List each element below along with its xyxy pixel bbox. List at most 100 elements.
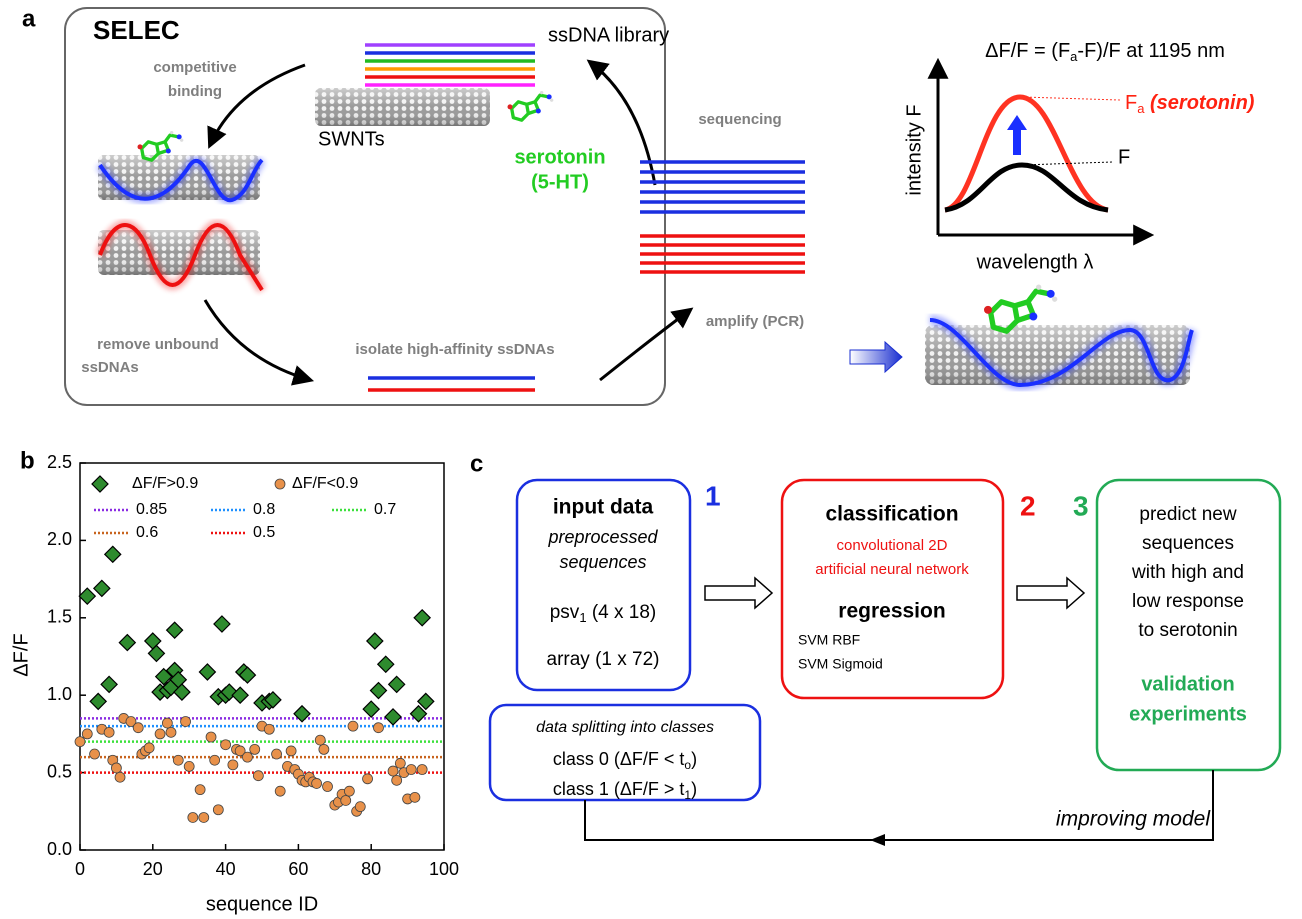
box-text: class 1 (ΔF/F > t1)	[553, 779, 697, 802]
circle-point	[286, 746, 296, 756]
circle-point	[341, 795, 351, 805]
legend-label: 0.85	[136, 501, 167, 518]
x-tick-label: 80	[361, 859, 381, 879]
diamond-point	[385, 709, 401, 725]
feedback-label: improving model	[1056, 808, 1211, 831]
box-text: with high and	[1131, 562, 1244, 583]
circle-point	[173, 755, 183, 765]
figure: a SELEC ssDNA library competitive bindin…	[0, 0, 1302, 919]
text-part: psv	[550, 602, 580, 623]
circle-point	[272, 749, 282, 759]
circle-point	[395, 758, 405, 768]
circle-point	[199, 812, 209, 822]
circle-point	[417, 765, 427, 775]
feedback-arrowhead	[870, 834, 885, 846]
circle-point	[188, 812, 198, 822]
box-title: regression	[838, 600, 945, 623]
circle-point	[323, 782, 333, 792]
circle-point	[162, 718, 172, 728]
circle-point	[312, 778, 322, 788]
selec-title: SELEC	[93, 15, 180, 45]
box-text: artificial neural network	[815, 561, 969, 578]
circle-point	[133, 723, 143, 733]
cycle-arrow	[210, 65, 305, 145]
box-text: class 0 (ΔF/F < to)	[553, 749, 697, 772]
curve	[945, 97, 1108, 210]
step-label: binding	[168, 83, 222, 100]
text-part: (4 x 18)	[587, 602, 657, 623]
circle-point	[264, 724, 274, 734]
diamond-point	[90, 693, 106, 709]
result-arrow	[850, 342, 902, 372]
step-number: 2	[1020, 490, 1036, 521]
circle-point	[250, 744, 260, 754]
x-tick-label: 20	[143, 859, 163, 879]
circle-point	[373, 723, 383, 733]
formula-part: -F)/F at 1195 nm	[1077, 40, 1224, 62]
box-text: to serotonin	[1138, 620, 1237, 641]
diamond-point	[378, 656, 394, 672]
y-tick-label: 2.0	[47, 529, 72, 549]
text-part: )	[691, 779, 697, 799]
legend-swatch	[92, 476, 108, 492]
circle-point	[406, 765, 416, 775]
circle-point	[75, 737, 85, 747]
step-number: 3	[1073, 490, 1089, 521]
swnt-label: SWNTs	[318, 128, 385, 150]
step-label: remove unbound	[97, 336, 219, 353]
circle-point	[144, 743, 154, 753]
circle-point	[155, 729, 165, 739]
flow-arrow	[1017, 578, 1084, 608]
x-tick-label: 100	[429, 859, 459, 879]
box-text: array (1 x 72)	[547, 649, 660, 670]
diamond-point	[199, 664, 215, 680]
step-label: isolate high-affinity ssDNAs	[355, 341, 554, 358]
diamond-point	[370, 683, 386, 699]
box-text: convolutional 2D	[837, 537, 948, 554]
box-text: predict new	[1139, 504, 1236, 525]
diamond-point	[167, 622, 183, 638]
x-tick-label: 60	[288, 859, 308, 879]
legend-label: ΔF/F<0.9	[292, 475, 358, 492]
circle-point	[410, 792, 420, 802]
circle-point	[348, 721, 358, 731]
diamond-point	[79, 588, 95, 604]
circle-point	[344, 786, 354, 796]
circle-point	[319, 744, 329, 754]
text-part: class 1 (ΔF/F > t	[553, 779, 685, 799]
molecule	[508, 91, 554, 120]
page: {"panel_a":{"label":"a","title":"SELEC",…	[0, 0, 1302, 919]
panel-label: c	[470, 450, 483, 477]
box-text: SVM Sigmoid	[798, 656, 883, 672]
box-title: classification	[825, 503, 958, 526]
box-title: input data	[553, 496, 654, 519]
legend-label: 0.7	[374, 501, 396, 518]
circle-point	[388, 766, 398, 776]
serotonin-label: serotonin	[514, 146, 605, 168]
x-axis-label: sequence ID	[206, 893, 318, 915]
cycle-arrow	[600, 310, 690, 380]
legend-label: ΔF/F>0.9	[132, 475, 198, 492]
y-label: intensity F	[903, 104, 925, 195]
formula: ΔF/F = (Fa-F)/F at 1195 nm	[985, 40, 1225, 64]
circle-point	[184, 761, 194, 771]
nanotube	[315, 88, 490, 126]
diamond-point	[389, 676, 405, 692]
text-part: class 0 (ΔF/F < t	[553, 749, 685, 769]
fa-part: F	[1125, 92, 1137, 114]
circle-point	[210, 755, 220, 765]
flow-arrow	[705, 578, 772, 608]
cycle-arrow	[205, 300, 310, 380]
circle-point	[181, 717, 191, 727]
y-tick-label: 2.5	[47, 452, 72, 472]
legend-label: 0.8	[253, 501, 275, 518]
circle-point	[221, 740, 231, 750]
fa-label: Fa (serotonin)	[1125, 92, 1255, 116]
text-sub: 1	[579, 610, 586, 625]
box-text: sequences	[559, 552, 646, 572]
box-text: sequences	[1142, 533, 1234, 554]
panel-label: a	[22, 5, 36, 32]
legend-label: 0.6	[136, 524, 158, 541]
step-label: sequencing	[698, 111, 781, 128]
circle-point	[195, 785, 205, 795]
